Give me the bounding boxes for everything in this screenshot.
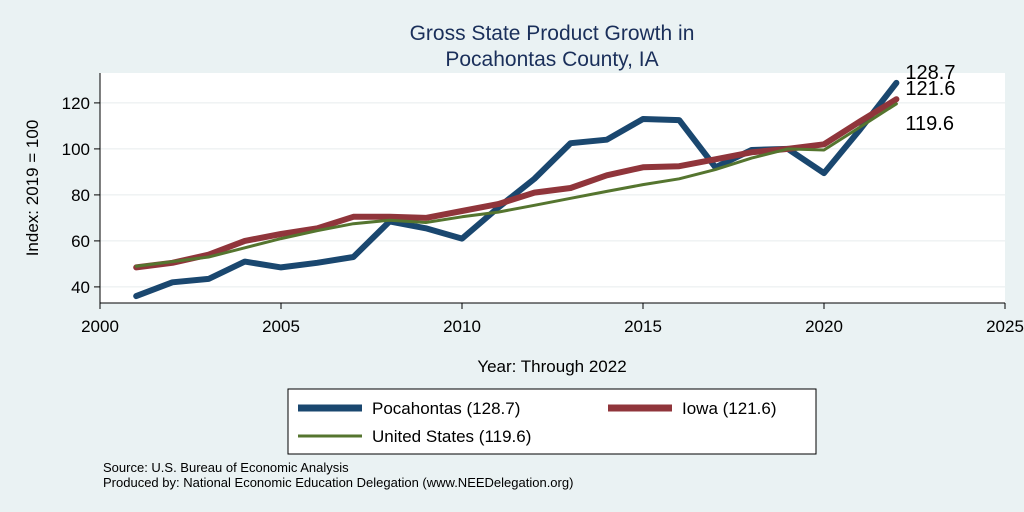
chart-title-line-1: Gross State Product Growth in	[410, 22, 695, 45]
x-tick-label: 2005	[262, 317, 300, 336]
chart-title-line-2: Pocahontas County, IA	[445, 48, 658, 71]
y-tick-label: 60	[71, 232, 90, 251]
end-label-united-states: 119.6	[905, 113, 954, 135]
x-tick-label: 2010	[443, 317, 481, 336]
series-line-united-states	[134, 102, 898, 268]
source-note: Source: U.S. Bureau of Economic Analysis	[103, 460, 349, 475]
series-line-iowa	[133, 96, 900, 271]
y-tick-label: 40	[71, 278, 90, 297]
legend: Pocahontas (128.7) Iowa (121.6) United Sta…	[298, 399, 777, 446]
x-tick-label: 2020	[805, 317, 843, 336]
legend-box	[287, 388, 817, 455]
legend-label: United States (119.6)	[372, 427, 531, 446]
y-tick-label: 100	[62, 140, 90, 159]
x-axis-label: Year: Through 2022	[477, 357, 626, 376]
x-tick-label: 2000	[81, 317, 119, 336]
y-axis-label: Index: 2019 = 100	[23, 120, 42, 257]
series-group	[133, 79, 900, 300]
producer-note: Produced by: National Economic Education…	[103, 475, 573, 490]
end-label-iowa: 121.6	[905, 78, 955, 100]
legend-label: Pocahontas (128.7)	[372, 399, 520, 418]
end-label-pocahontas: 128.7	[905, 62, 955, 84]
x-tick-label: 2025	[986, 317, 1024, 336]
y-tick-label: 120	[62, 94, 90, 113]
x-tick-label: 2015	[624, 317, 662, 336]
axes: 40 60 80 100 120 2000 2005 2010 2015 2020 2025	[62, 73, 1024, 336]
legend-label: Iowa (121.6)	[682, 399, 777, 418]
y-tick-label: 80	[71, 186, 90, 205]
